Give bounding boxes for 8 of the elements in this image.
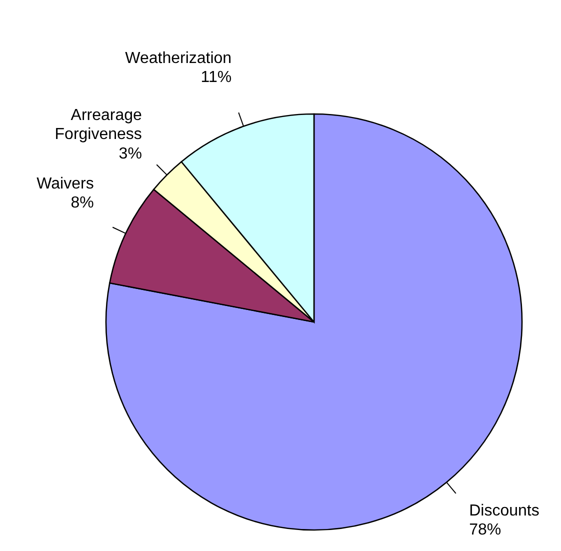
data-label: 78% xyxy=(469,522,502,539)
slice-label: Waivers xyxy=(36,175,94,192)
slice-label: Weatherization xyxy=(125,50,232,68)
data-label: 11% xyxy=(200,69,232,86)
data-label: 3% xyxy=(118,145,142,162)
slice-label: Discounts xyxy=(469,502,540,520)
slice-label: Arrearage Forgiveness xyxy=(54,106,142,144)
data-label: 8% xyxy=(70,194,94,212)
